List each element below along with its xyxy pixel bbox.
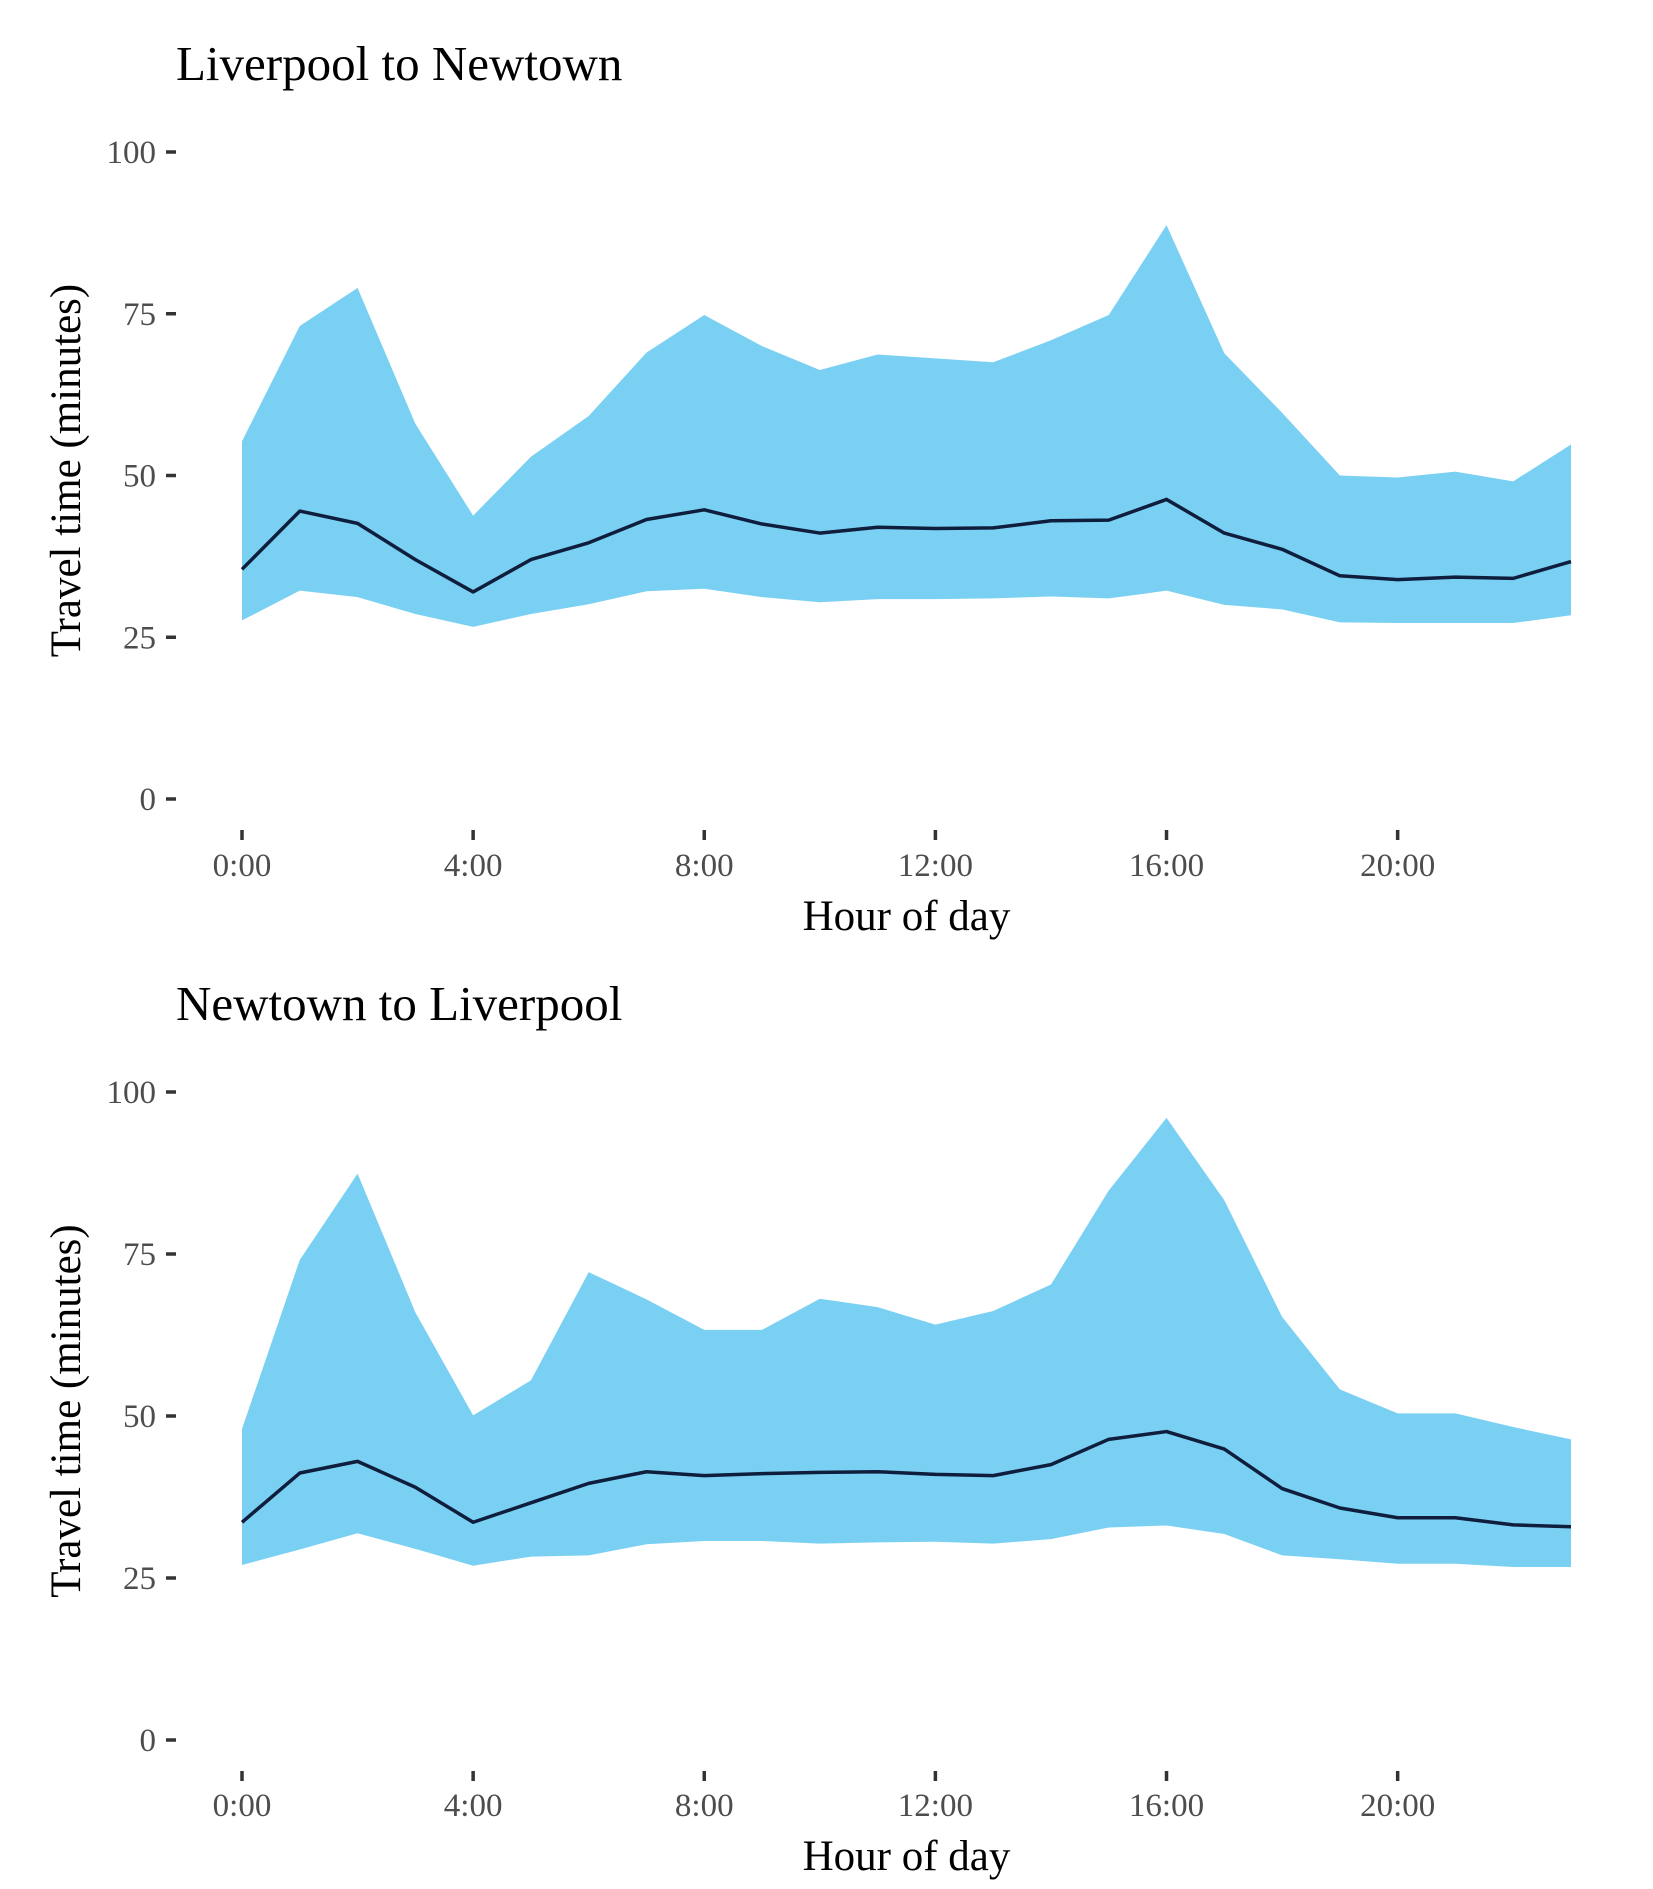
x-tick-label: 12:00 [898, 848, 973, 884]
x-tick-label: 8:00 [675, 1788, 734, 1824]
x-axis-title: Hour of day [803, 1833, 1011, 1880]
chart-panel-1: Liverpool to Newtown 0 25 50 75 100 0:00 4:00 8:… [43, 36, 1572, 940]
range-band [242, 225, 1571, 627]
x-axis-title: Hour of day [803, 893, 1011, 940]
x-tick-label: 4:00 [444, 1788, 503, 1824]
y-axis-title: Travel time (minutes) [43, 1224, 90, 1597]
y-axis-title: Travel time (minutes) [43, 284, 90, 657]
chart-title: Newtown to Liverpool [176, 976, 622, 1031]
x-tick-label: 4:00 [444, 848, 503, 884]
y-tick-label: 25 [123, 1561, 156, 1597]
x-tick-label: 12:00 [898, 1788, 973, 1824]
y-tick-label: 0 [140, 1723, 157, 1759]
y-tick-label: 0 [140, 782, 157, 818]
x-tick-label: 0:00 [213, 1788, 272, 1824]
y-tick-label: 100 [107, 135, 157, 171]
median-line [240, 497, 1572, 594]
y-tick-label: 25 [123, 620, 156, 656]
median-line [240, 1429, 1572, 1529]
chart-panel-2: Newtown to Liverpool 0 25 50 75 100 0:00 4:00 8:… [43, 976, 1572, 1880]
x-tick-label: 0:00 [213, 848, 272, 884]
y-tick-label: 100 [107, 1075, 157, 1111]
y-tick-label: 50 [123, 459, 156, 495]
x-tick-label: 8:00 [675, 848, 734, 884]
x-tick-label: 20:00 [1360, 848, 1435, 884]
chart-title: Liverpool to Newtown [176, 36, 622, 91]
y-tick-label: 50 [123, 1399, 156, 1435]
x-tick-label: 16:00 [1129, 848, 1204, 884]
y-tick-label: 75 [123, 1237, 156, 1273]
y-tick-label: 75 [123, 297, 156, 333]
x-tick-label: 16:00 [1129, 1788, 1204, 1824]
x-tick-label: 20:00 [1360, 1788, 1435, 1824]
range-band [242, 1117, 1571, 1567]
